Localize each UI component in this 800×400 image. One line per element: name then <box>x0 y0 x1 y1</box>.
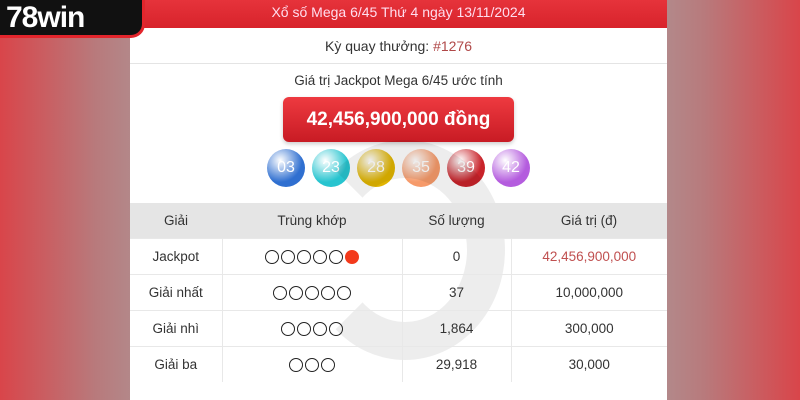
page-title: Xổ số Mega 6/45 Thứ 4 ngày 13/11/2024 <box>130 0 667 28</box>
winner-count: 0 <box>402 237 512 274</box>
match-circle-icon <box>329 321 343 336</box>
winner-count: 1,864 <box>402 309 512 346</box>
col-match: Trùng khớp <box>222 203 402 238</box>
prize-name: Giải ba <box>130 345 223 382</box>
match-circle-icon <box>313 321 327 336</box>
match-circle-icon <box>313 249 327 264</box>
number-ball: 35 <box>402 149 440 187</box>
brand-logo: 78win <box>0 0 145 38</box>
match-circle-icon <box>289 285 303 300</box>
number-ball: 42 <box>492 149 530 187</box>
number-ball: 39 <box>447 149 485 187</box>
match-pattern <box>222 309 403 346</box>
table-row: Giải ba 29,918 30,000 <box>130 345 667 382</box>
col-count: Số lượng <box>402 203 511 238</box>
number-ball: 28 <box>357 149 395 187</box>
match-pattern <box>222 273 403 310</box>
prize-value: 42,456,900,000 <box>511 237 667 274</box>
draw-label: Kỳ quay thưởng: <box>325 38 434 54</box>
number-ball: 03 <box>267 149 305 187</box>
prize-value: 30,000 <box>511 345 667 382</box>
winning-numbers: 03 23 28 35 39 42 <box>130 149 667 187</box>
prize-value: 300,000 <box>511 309 667 346</box>
winner-count: 29,918 <box>402 345 512 382</box>
match-circle-icon <box>281 249 295 264</box>
number-ball: 23 <box>312 149 350 187</box>
prize-value: 10,000,000 <box>511 273 667 310</box>
prize-name: Giải nhất <box>130 273 223 310</box>
draw-id[interactable]: #1276 <box>433 38 472 54</box>
match-circle-icon <box>281 321 295 336</box>
table-row: Giải nhì 1,864 300,000 <box>130 309 667 346</box>
match-circle-icon <box>329 249 343 264</box>
jackpot-title: Giá trị Jackpot Mega 6/45 ước tính <box>294 73 503 88</box>
jackpot-value: 42,456,900,000 đồng <box>283 97 514 142</box>
match-circle-icon <box>265 249 279 264</box>
match-pattern <box>222 345 403 382</box>
match-circle-icon <box>321 285 335 300</box>
result-card: Xổ số Mega 6/45 Thứ 4 ngày 13/11/2024 Kỳ… <box>130 0 667 400</box>
match-circle-icon <box>289 357 303 372</box>
prize-table: Giải Trùng khớp Số lượng Giá trị (đ) Jac… <box>130 203 667 382</box>
table-row: Giải nhất 37 10,000,000 <box>130 273 667 310</box>
winner-count: 37 <box>402 273 512 310</box>
draw-number: Kỳ quay thưởng: #1276 <box>130 28 667 64</box>
special-ball-icon <box>345 249 359 264</box>
match-circle-icon <box>273 285 287 300</box>
match-pattern <box>222 237 403 274</box>
match-circle-icon <box>321 357 335 372</box>
prize-name: Giải nhì <box>130 309 223 346</box>
match-circle-icon <box>297 249 311 264</box>
table-row: Jackpot 0 42,456,900,000 <box>130 237 667 274</box>
match-circle-icon <box>305 357 319 372</box>
col-value: Giá trị (đ) <box>511 203 667 238</box>
col-prize: Giải <box>130 203 222 238</box>
prize-name: Jackpot <box>130 237 223 274</box>
match-circle-icon <box>337 285 351 300</box>
match-circle-icon <box>305 285 319 300</box>
match-circle-icon <box>297 321 311 336</box>
